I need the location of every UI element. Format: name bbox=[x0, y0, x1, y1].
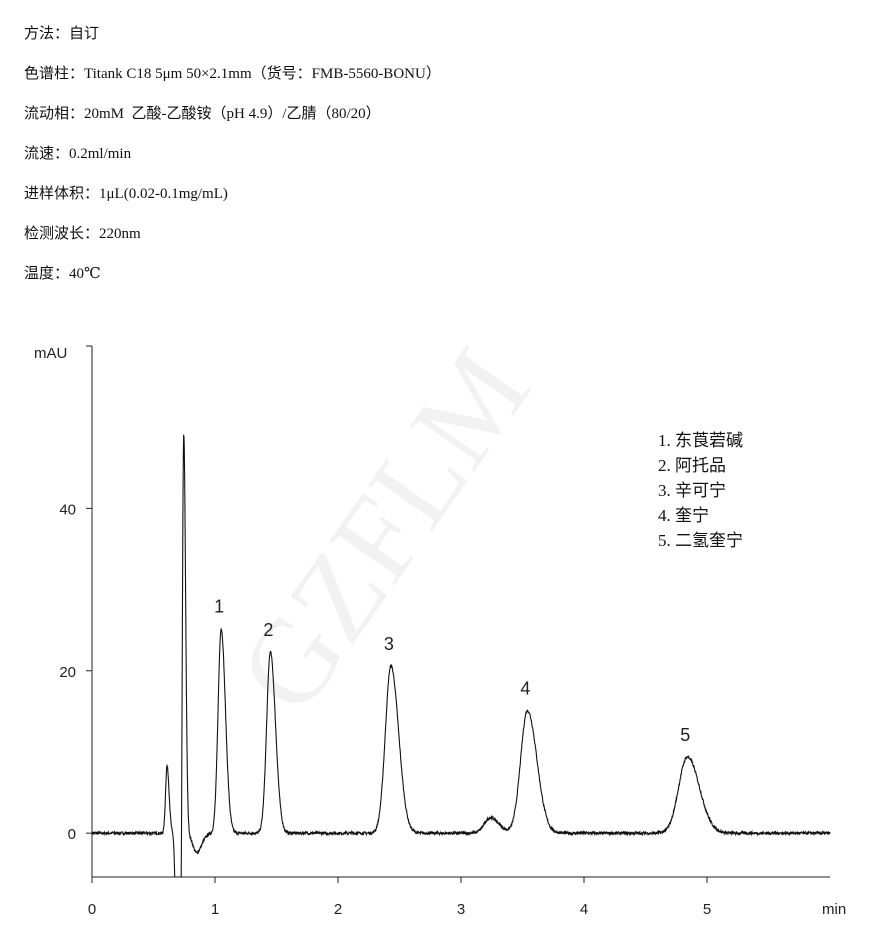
peak-label-2: 2 bbox=[263, 620, 273, 640]
legend-entry: 3. 辛可宁 bbox=[658, 481, 726, 500]
legend-entry: 5. 二氢奎宁 bbox=[658, 531, 743, 550]
watermark: GZFLM bbox=[212, 325, 554, 734]
y-tick-label: 40 bbox=[59, 501, 76, 518]
peak-label-4: 4 bbox=[520, 679, 530, 699]
x-tick-label: 5 bbox=[703, 901, 711, 918]
flow-rate-line: 流速：0.2ml/min bbox=[24, 146, 132, 162]
x-tick-label: 0 bbox=[88, 901, 96, 918]
temperature-line: 温度：40℃ bbox=[24, 266, 101, 282]
legend-entry: 1. 东莨菪碱 bbox=[658, 431, 743, 450]
method-line: 方法：自订 bbox=[24, 26, 100, 42]
wavelength-line: 检测波长：220nm bbox=[24, 226, 141, 242]
mobile-phase-line: 流动相：20mM 乙酸-乙酸铵（pH 4.9）/乙腈（80/20） bbox=[24, 106, 381, 122]
legend: 1. 东莨菪碱 2. 阿托品 3. 辛可宁 4. 奎宁 5. 二氢奎宁 bbox=[658, 428, 743, 553]
x-tick-label: 2 bbox=[334, 901, 342, 918]
column-line: 色谱柱：Titank C18 5μm 50×2.1mm（货号：FMB-5560-… bbox=[24, 66, 441, 82]
peak-label-3: 3 bbox=[384, 634, 394, 654]
injection-volume-line: 进样体积：1μL(0.02-0.1mg/mL) bbox=[24, 186, 228, 202]
peak-label-5: 5 bbox=[680, 725, 690, 745]
legend-entry: 4. 奎宁 bbox=[658, 506, 709, 525]
y-tick-label: 0 bbox=[68, 826, 76, 843]
legend-entry: 2. 阿托品 bbox=[658, 456, 726, 475]
y-axis-label: mAU bbox=[34, 345, 67, 362]
x-axis-label: min bbox=[822, 901, 846, 918]
x-tick-label: 4 bbox=[580, 901, 588, 918]
x-tick-label: 1 bbox=[211, 901, 219, 918]
y-tick-label: 20 bbox=[59, 664, 76, 681]
peak-label-1: 1 bbox=[214, 597, 224, 617]
chromatogram-trace bbox=[91, 434, 831, 878]
x-tick-label: 3 bbox=[457, 901, 465, 918]
